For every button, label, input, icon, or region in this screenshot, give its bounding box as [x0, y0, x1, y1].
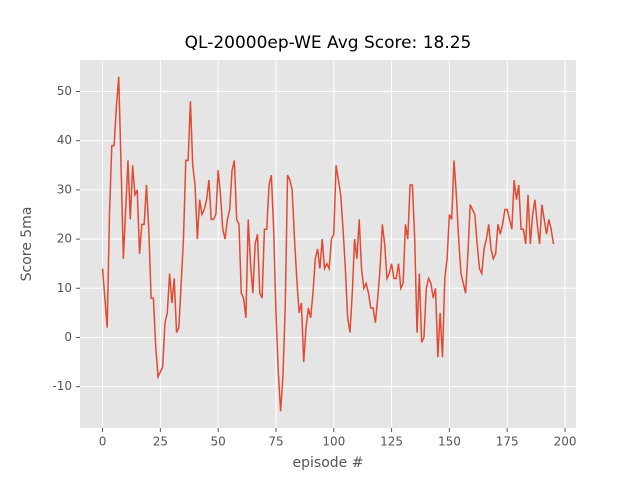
y-tick-label: 50: [57, 84, 72, 98]
x-tick-label: 125: [380, 435, 403, 449]
y-tick-label: 40: [57, 133, 72, 147]
x-axis-label: episode #: [293, 455, 364, 471]
x-tick-label: 100: [322, 435, 345, 449]
y-tick-label: 20: [57, 232, 72, 246]
chart-title: QL-20000ep-WE Avg Score: 18.25: [185, 33, 472, 53]
line: [101, 76, 555, 412]
x-tick-label: 50: [211, 435, 226, 449]
y-axis-label: Score 5ma: [19, 207, 35, 282]
x-tick-label: 75: [268, 435, 283, 449]
y-tick-label: -10: [52, 379, 72, 393]
x-tick-label: 25: [153, 435, 168, 449]
y-tick-label: 30: [57, 182, 72, 196]
y-tick-label: 0: [64, 330, 72, 344]
x-tick-label: 200: [554, 435, 577, 449]
x-tick-label: 150: [438, 435, 461, 449]
plot-area: [80, 60, 576, 428]
x-tick-label: 0: [99, 435, 107, 449]
x-tick-label: 175: [496, 435, 519, 449]
y-tick-label: 10: [57, 281, 72, 295]
